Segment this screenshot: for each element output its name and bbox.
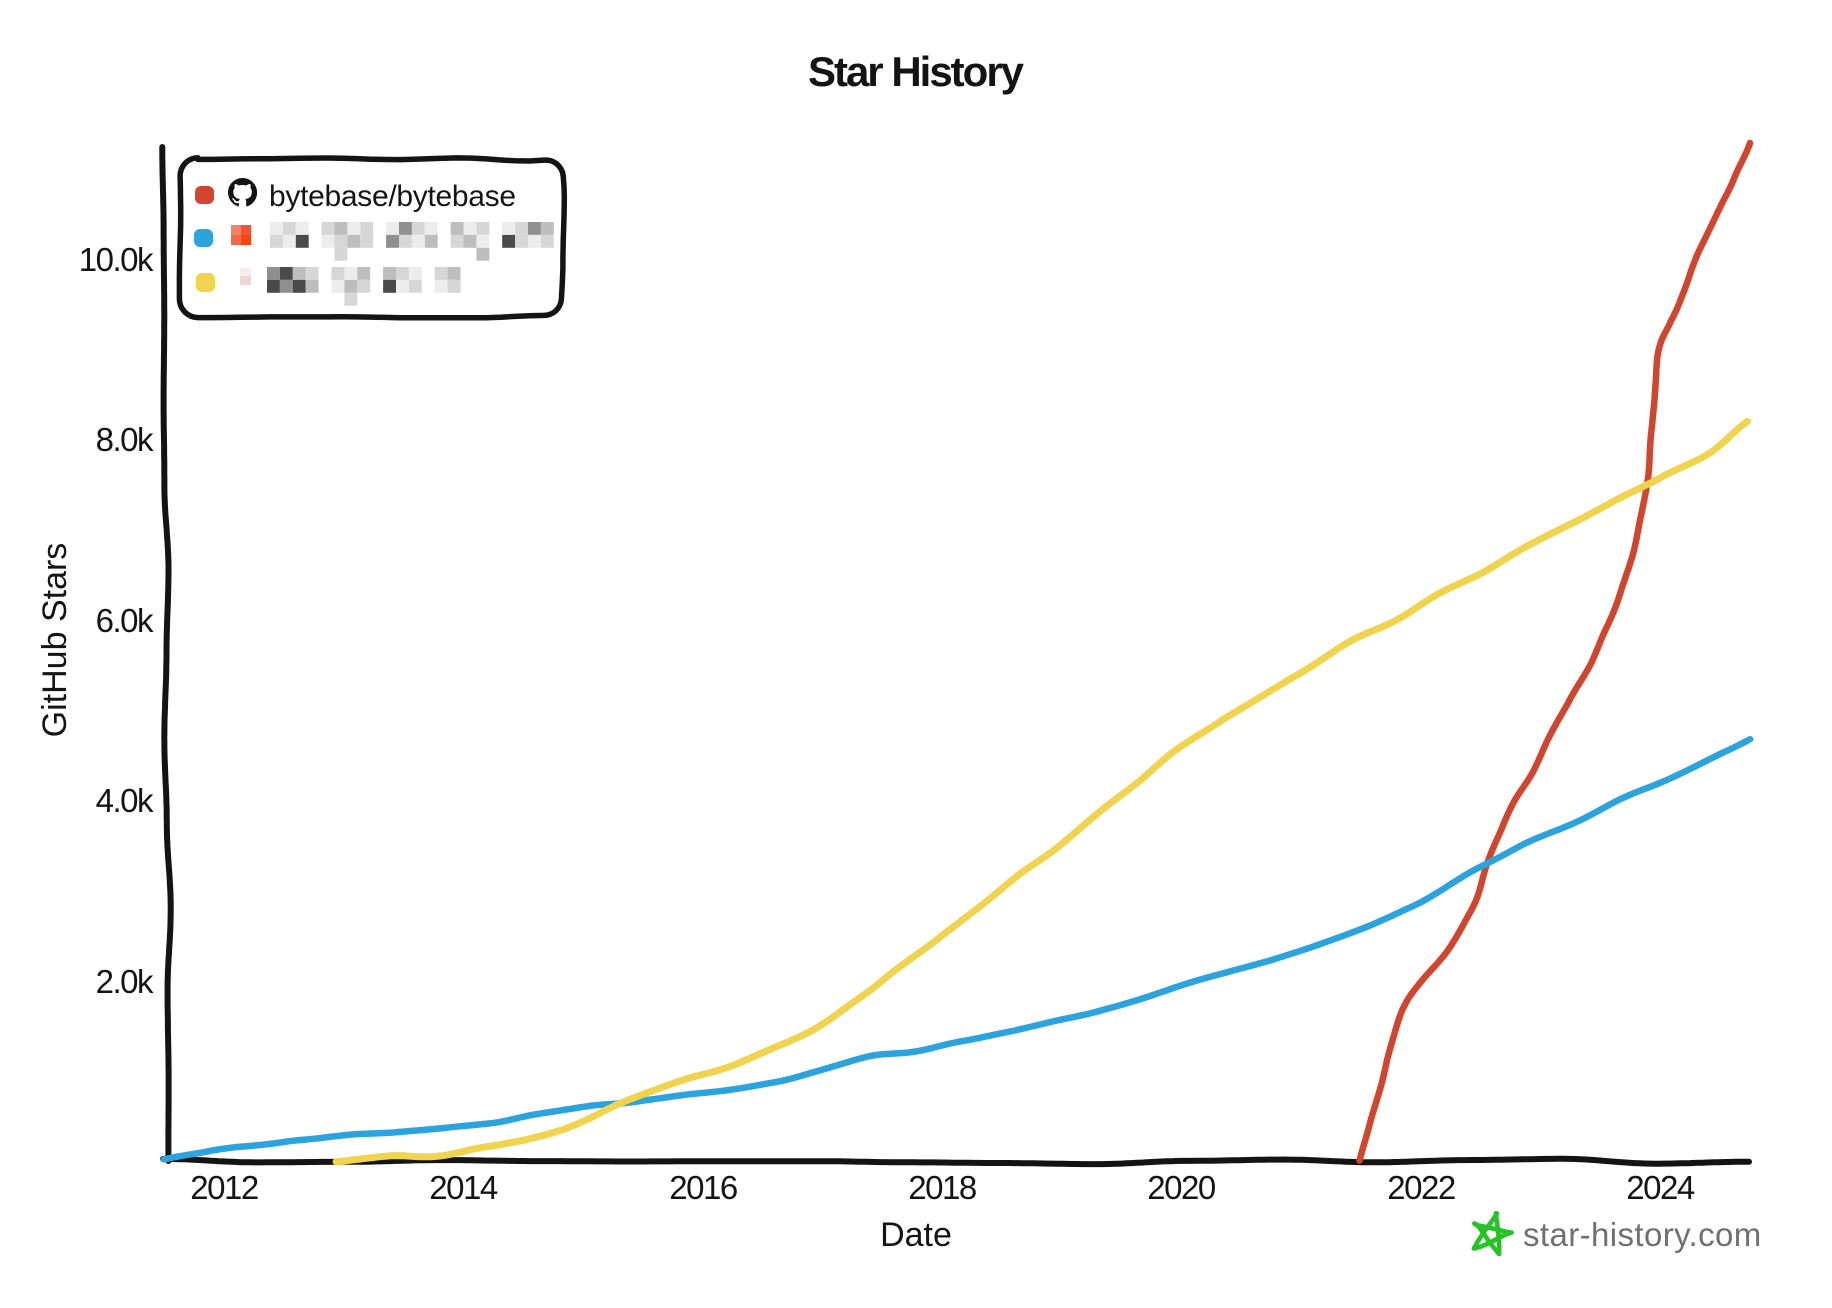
svg-text:2014: 2014: [429, 1169, 498, 1206]
svg-text:10.0k: 10.0k: [79, 241, 154, 278]
svg-text:bytebase/bytebase: bytebase/bytebase: [269, 180, 516, 213]
svg-text:2012: 2012: [190, 1169, 258, 1206]
svg-text:2024: 2024: [1626, 1169, 1695, 1206]
svg-text:star-history.com: star-history.com: [1523, 1216, 1762, 1253]
svg-text:2.0k: 2.0k: [96, 963, 154, 1000]
svg-text:Star History: Star History: [808, 48, 1025, 95]
svg-text:2016: 2016: [669, 1169, 737, 1206]
svg-text:2018: 2018: [908, 1169, 976, 1206]
svg-text:6.0k: 6.0k: [96, 602, 154, 639]
svg-text:2022: 2022: [1387, 1169, 1455, 1206]
svg-text:Date: Date: [880, 1216, 952, 1254]
svg-text:2020: 2020: [1147, 1169, 1216, 1206]
svg-text:8.0k: 8.0k: [96, 421, 154, 458]
svg-text:GitHub Stars: GitHub Stars: [36, 543, 74, 738]
svg-text:4.0k: 4.0k: [96, 782, 154, 819]
